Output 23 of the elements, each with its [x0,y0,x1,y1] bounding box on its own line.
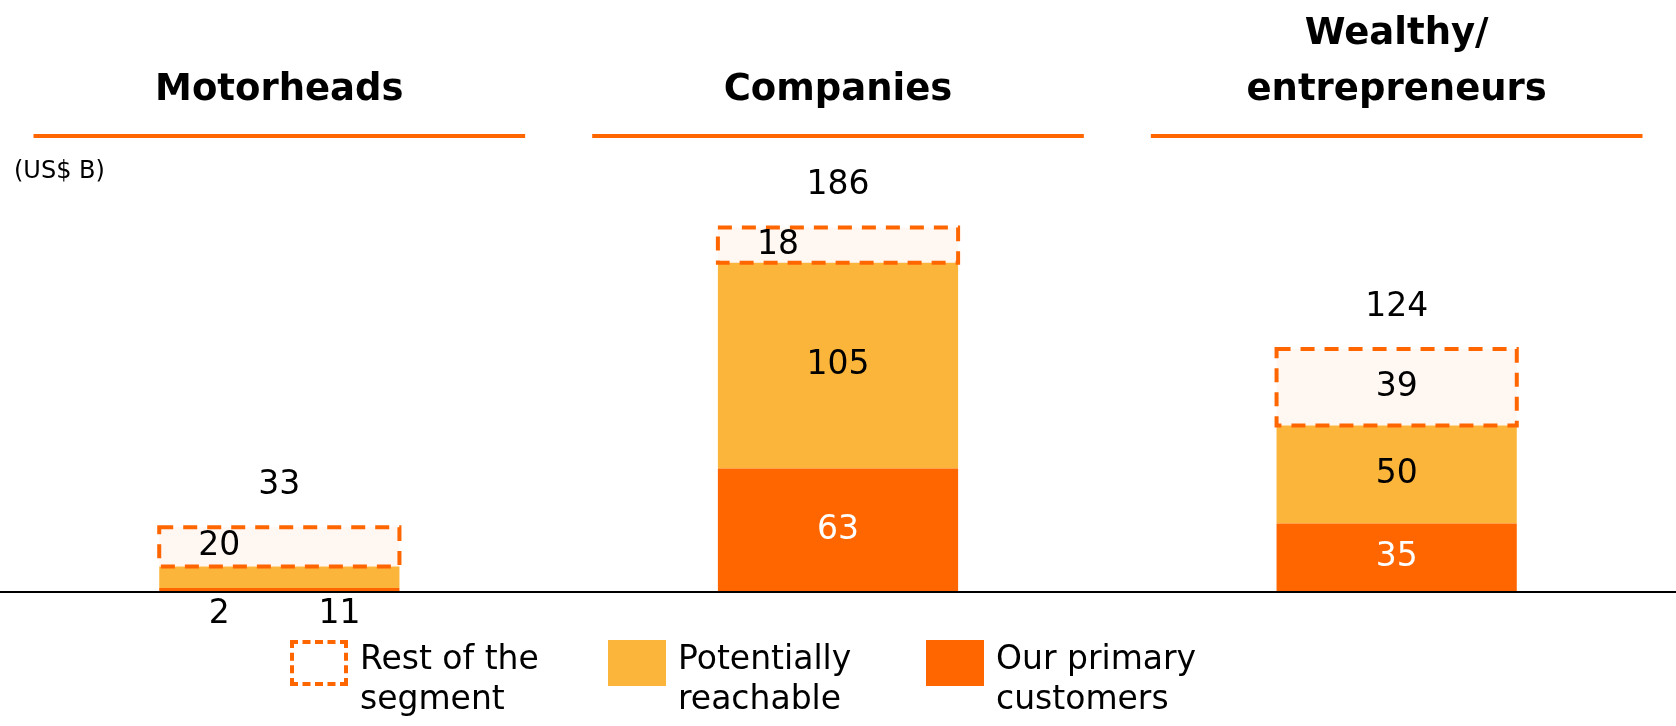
x-tick-label: Companies [723,65,953,109]
data-label: 39 [1375,364,1418,404]
data-label: 11 [318,591,361,631]
bar [1276,425,1517,524]
bar [717,468,959,592]
total-label: 124 [1365,284,1429,324]
data-label: 2 [208,591,230,631]
data-label: 63 [817,507,859,547]
data-label: 35 [1375,535,1418,575]
legend-label: Rest of the segment [360,638,540,718]
bar [1276,523,1517,592]
x-tick-label: Motorheads [155,65,404,109]
y-axis-title: (US$ B) [14,156,105,185]
data-label: 105 [806,343,870,383]
data-label: 18 [756,222,799,262]
bar [717,262,959,469]
total-label: 33 [258,462,301,502]
data-label: 50 [1375,451,1418,491]
legend-label: Our primary customers [996,638,1198,718]
total-label: 186 [806,163,870,203]
data-label: 20 [198,524,241,564]
legend-label: Potentially reachable [678,638,853,718]
x-tick-label: Wealthy/ entrepreneurs [1246,9,1547,109]
